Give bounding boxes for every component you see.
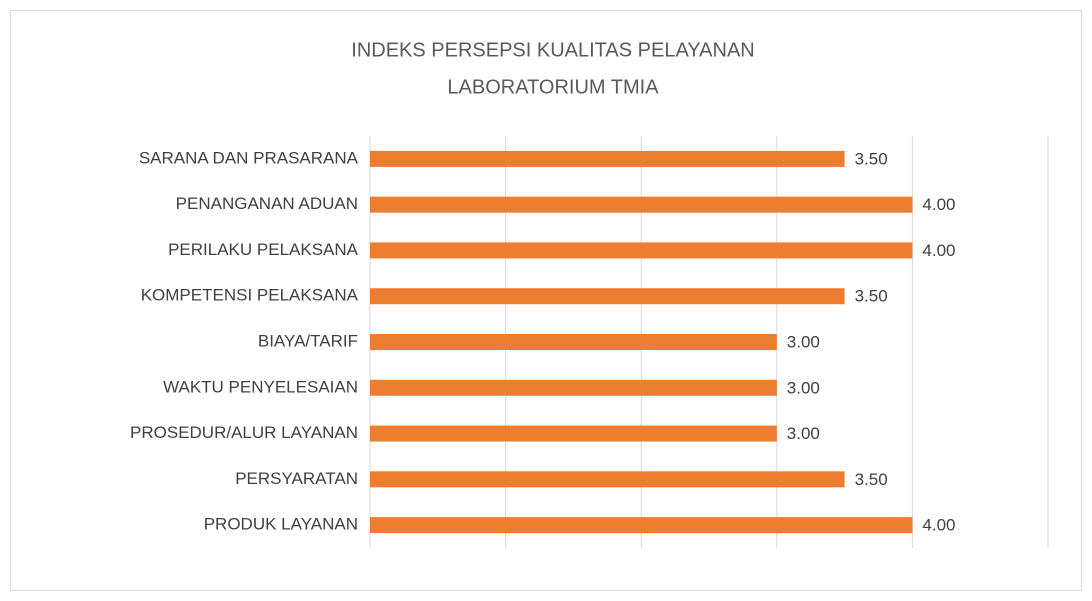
chart-title: INDEKS PERSEPSI KUALITAS PELAYANAN — [351, 39, 754, 61]
y-tick-label: SARANA DAN PRASARANA — [139, 148, 359, 167]
bar — [370, 517, 913, 534]
data-label: 3.00 — [787, 424, 820, 443]
data-label: 3.50 — [855, 149, 888, 168]
bar — [370, 288, 845, 305]
chart-title: LABORATORIUM TMIA — [447, 76, 659, 98]
data-label: 3.00 — [787, 332, 820, 351]
y-tick-label: PERILAKU PELAKSANA — [168, 240, 359, 259]
bar — [370, 242, 913, 259]
data-label: 4.00 — [922, 516, 955, 535]
y-tick-label: PRODUK LAYANAN — [204, 515, 358, 534]
bar — [370, 196, 913, 213]
data-label: 4.00 — [922, 195, 955, 214]
data-label: 4.00 — [922, 241, 955, 260]
bar — [370, 379, 777, 396]
data-label: 3.50 — [855, 287, 888, 306]
y-tick-label: KOMPETENSI PELAKSANA — [141, 286, 359, 305]
y-tick-label: PENANGANAN ADUAN — [176, 194, 358, 213]
data-label: 3.50 — [855, 470, 888, 489]
bar — [370, 471, 845, 488]
data-label: 3.00 — [787, 378, 820, 397]
bar — [370, 334, 777, 350]
y-tick-label: BIAYA/TARIF — [258, 331, 358, 350]
bar — [370, 425, 777, 442]
y-tick-label: PROSEDUR/ALUR LAYANAN — [130, 423, 358, 442]
bar — [370, 150, 845, 167]
y-tick-label: PERSYARATAN — [235, 469, 358, 488]
y-tick-label: WAKTU PENYELESAIAN — [163, 377, 358, 396]
